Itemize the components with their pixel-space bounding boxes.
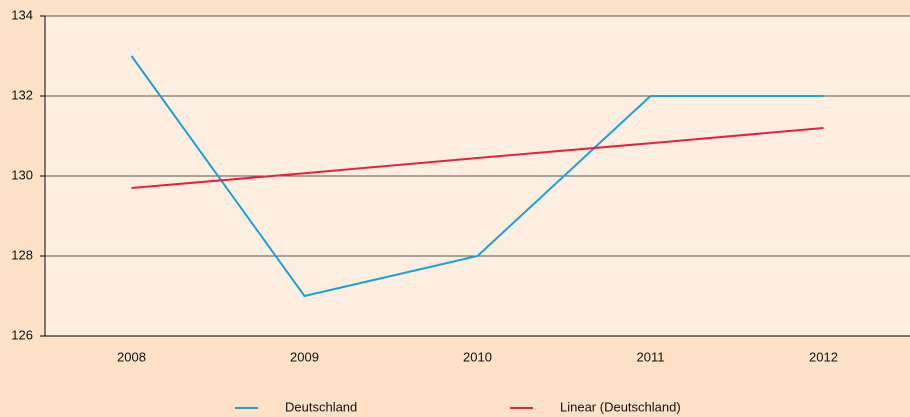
x-tick-label: 2011 (637, 349, 665, 364)
legend-label: Deutschland (285, 399, 357, 414)
y-tick-label: 126 (11, 327, 33, 342)
y-tick-label: 128 (11, 247, 33, 262)
x-tick-label: 2010 (463, 349, 492, 364)
y-tick-label: 134 (11, 7, 33, 22)
y-tick-label: 130 (11, 167, 33, 182)
x-tick-label: 2008 (117, 349, 146, 364)
series-line (131, 127, 824, 189)
x-tick-label: 2009 (290, 349, 319, 364)
y-tick-label: 132 (11, 87, 33, 102)
legend-label: Linear (Deutschland) (560, 399, 681, 414)
series-line (130, 55, 824, 298)
x-tick-label: 2012 (809, 349, 838, 364)
